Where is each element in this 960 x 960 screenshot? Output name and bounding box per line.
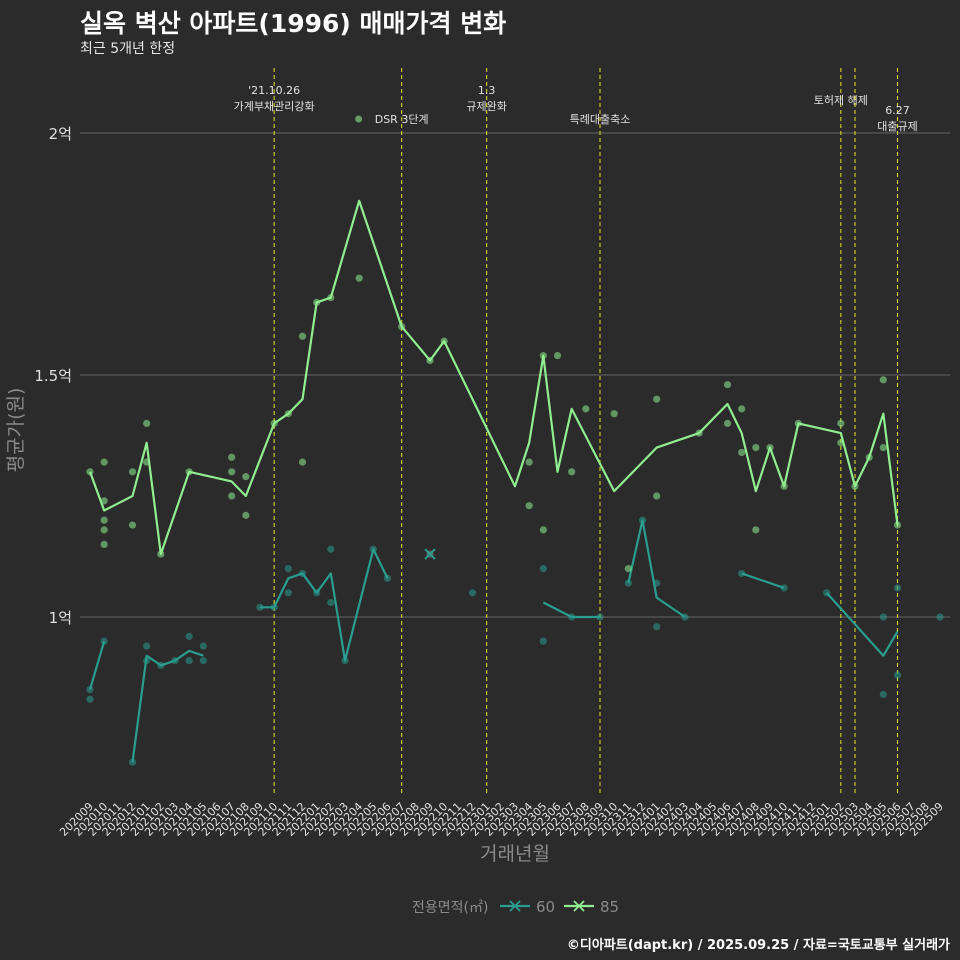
data-point-85	[723, 419, 732, 427]
data-point-60	[879, 613, 887, 621]
data-point-85	[738, 405, 746, 413]
event-label: 토허제 해제	[814, 93, 868, 107]
event-label: 특례대출축소	[570, 113, 631, 126]
data-point-85	[128, 468, 137, 476]
data-point-85	[228, 492, 236, 500]
data-point-60	[86, 695, 94, 703]
data-point-60	[143, 642, 151, 650]
data-point-85	[525, 458, 533, 466]
data-point-85	[752, 526, 760, 534]
data-point-85	[624, 565, 632, 573]
data-point-60	[936, 613, 944, 621]
series-line-60	[627, 519, 686, 618]
data-point-85	[298, 332, 307, 340]
event-label: 대출규제	[877, 120, 917, 133]
chart-title: 실옥 벽산 아파트(1996) 매매가격 변화	[80, 9, 507, 38]
data-point-60	[468, 589, 477, 597]
data-point-60	[128, 758, 137, 766]
data-point-85	[539, 526, 547, 534]
data-point-60	[284, 565, 292, 573]
data-point-85	[143, 419, 151, 427]
data-point-85	[242, 511, 250, 519]
legend-key-marker-60	[509, 900, 521, 912]
data-point-85	[355, 274, 363, 282]
data-point-60	[284, 589, 292, 597]
data-point-85	[100, 458, 108, 466]
data-point-60	[539, 565, 547, 573]
event-label: DSR 3단계	[375, 113, 429, 126]
data-point-85	[100, 526, 108, 534]
data-point-60	[327, 545, 335, 553]
y-axis-title: 평균가(원)	[5, 388, 27, 473]
data-point-60	[893, 584, 902, 592]
data-point-85	[837, 419, 845, 427]
data-point-85	[568, 468, 576, 476]
data-point-85	[582, 405, 590, 413]
data-point-85	[879, 376, 887, 384]
data-point-85	[879, 444, 887, 452]
data-point-85	[893, 521, 902, 529]
x-axis-title: 거래년월	[480, 843, 550, 865]
data-point-85	[242, 473, 250, 481]
highlight-x-marker	[424, 548, 436, 560]
legend-label-60: 60	[536, 898, 555, 916]
data-point-60	[780, 584, 788, 592]
data-point-60	[539, 637, 547, 645]
data-point-60	[893, 671, 902, 679]
data-point-60	[879, 690, 887, 699]
data-point-85	[653, 395, 661, 403]
legend-title: 전용면적(㎡)	[412, 900, 488, 916]
event-label: '21.10.26	[248, 84, 300, 97]
series-line-85	[88, 199, 899, 556]
data-point-85	[228, 468, 236, 476]
data-point-85	[298, 458, 307, 466]
data-point-85	[653, 492, 661, 500]
data-point-85	[610, 410, 618, 418]
y-tick-label: 2억	[49, 125, 72, 143]
data-point-60	[185, 632, 193, 640]
event-label: 규제완화	[466, 100, 506, 113]
y-tick-label: 1.5억	[34, 367, 72, 385]
data-point-85	[525, 502, 533, 510]
legend-key-marker-85	[573, 900, 585, 912]
series-line-60	[88, 640, 106, 690]
data-point-60	[185, 656, 193, 665]
series-line-60	[542, 601, 600, 619]
event-label: 가계부채관리강화	[234, 100, 315, 113]
data-point-85	[738, 448, 746, 457]
legend-label-85: 85	[600, 898, 619, 916]
data-point-85	[752, 444, 760, 452]
data-point-85	[100, 516, 108, 524]
event-label: 6.27	[885, 104, 910, 117]
data-point-85	[228, 453, 236, 461]
chart-subtitle: 최근 5개년 한정	[80, 41, 176, 57]
series-line-60	[260, 548, 389, 662]
series-line-60	[825, 592, 899, 657]
data-point-60	[199, 642, 207, 650]
series-line-60	[741, 572, 785, 590]
event-marker-dot	[355, 115, 363, 123]
series-line-60	[131, 649, 204, 763]
source-caption: ©디아파트(dapt.kr) / 2025.09.25 / 자료=국토교통부 실…	[566, 938, 950, 953]
data-point-85	[100, 540, 108, 549]
data-point-85	[128, 521, 137, 529]
data-point-60	[199, 656, 207, 665]
event-label: 1.3	[478, 84, 496, 97]
data-point-60	[653, 623, 661, 631]
y-tick-label: 1억	[49, 609, 72, 627]
data-point-85	[723, 381, 732, 389]
data-point-85	[553, 352, 562, 360]
data-point-60	[327, 598, 335, 607]
